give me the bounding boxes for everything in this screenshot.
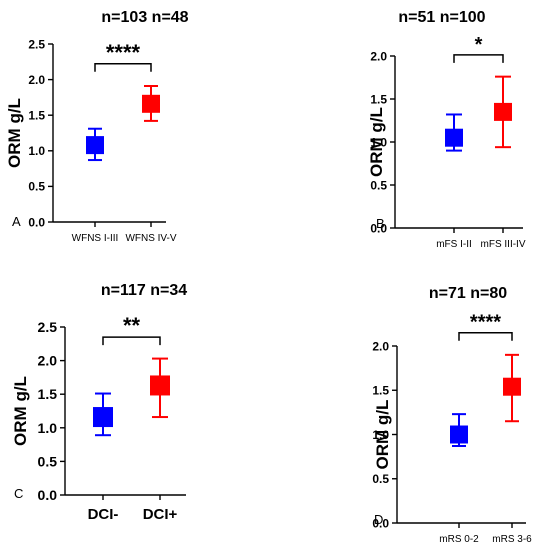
x-tick-label: DCI- (88, 506, 119, 523)
panel-a: n=103 n=48 0.0 0.5 1.0 1.5 2.0 2.5 WFNS I-III WF… (5, 9, 189, 244)
x-tick-label: mFS III-IV (481, 239, 526, 250)
y-tick-label: 1.5 (370, 92, 387, 106)
panel-letter: A (12, 214, 21, 229)
significance-stars: ** (123, 313, 141, 338)
x-tick-label: DCI+ (143, 506, 178, 523)
y-tick-label: 1.5 (38, 386, 58, 402)
x-tick-label: mRS 0-2 (439, 534, 479, 545)
y-tick-label: 0.0 (372, 516, 389, 530)
significance-bracket (453, 54, 504, 63)
x-tick-label: WFNS I-III (72, 233, 119, 244)
panel-letter: C (14, 486, 23, 501)
panel-letter: B (376, 216, 385, 231)
panel-c: n=117 n=34 0.0 0.5 1.0 1.5 2.0 2.5 DCI- DCI+ ORM … (11, 282, 187, 523)
x-tick-label: WFNS IV-V (125, 233, 176, 244)
y-axis-label: ORM g/L (11, 376, 30, 446)
y-tick-label: 2.0 (38, 353, 58, 369)
y-tick-label: 2.5 (28, 37, 45, 51)
y-tick-label: 2.0 (372, 339, 389, 353)
y-tick-label: 2.0 (28, 73, 45, 87)
significance-bracket (102, 336, 161, 346)
mean-marker (503, 377, 521, 396)
y-tick-label: 2.5 (38, 319, 58, 335)
y-tick-label: 1.5 (372, 384, 389, 398)
y-tick-label: 0.0 (370, 221, 387, 235)
significance-bracket (458, 331, 513, 341)
y-tick-label: 0.0 (38, 487, 58, 503)
y-tick-label: 1.0 (372, 428, 389, 442)
y-tick-label: 0.5 (372, 472, 389, 486)
x-tick-label: mRS 3-6 (492, 534, 532, 545)
sample-counts: n=71 n=80 (429, 285, 507, 302)
y-tick-label: 0.5 (38, 453, 58, 469)
mean-marker (494, 102, 512, 121)
sample-counts: n=103 n=48 (101, 9, 188, 26)
mean-marker (142, 94, 160, 113)
y-tick-label: 2.0 (370, 49, 387, 63)
mean-marker (93, 407, 113, 428)
mean-marker (450, 425, 468, 444)
significance-stars: **** (470, 312, 501, 334)
y-tick-label: 1.0 (28, 144, 45, 158)
x-tick-label: mFS I-II (436, 239, 472, 250)
y-tick-label: 0.5 (28, 180, 45, 194)
mean-marker (86, 136, 104, 155)
significance-bracket (94, 63, 152, 72)
sample-counts: n=51 n=100 (398, 9, 485, 26)
significance-stars: * (475, 34, 483, 56)
panel-b: n=51 n=100 0.0 0.5 1.0 1.5 2.0 mFS I-II mFS III… (367, 9, 526, 250)
y-axis-label: ORM g/L (5, 98, 24, 168)
y-tick-label: 1.0 (370, 135, 387, 149)
y-tick-label: 1.5 (28, 109, 45, 123)
panel-d: n=71 n=80 0.0 0.5 1.0 1.5 2.0 mRS 0-2 mRS 3-6 OR… (372, 285, 532, 545)
y-tick-label: 0.5 (370, 178, 387, 192)
panel-letter: D (374, 512, 383, 527)
significance-stars: **** (106, 40, 141, 65)
mean-marker (150, 375, 170, 396)
y-tick-label: 1.0 (38, 420, 58, 436)
sample-counts: n=117 n=34 (101, 282, 187, 299)
y-axis-label: ORM g/L (367, 107, 386, 177)
y-axis-label: ORM g/L (373, 400, 392, 470)
y-tick-label: 0.0 (28, 215, 45, 229)
mean-marker (445, 128, 463, 147)
